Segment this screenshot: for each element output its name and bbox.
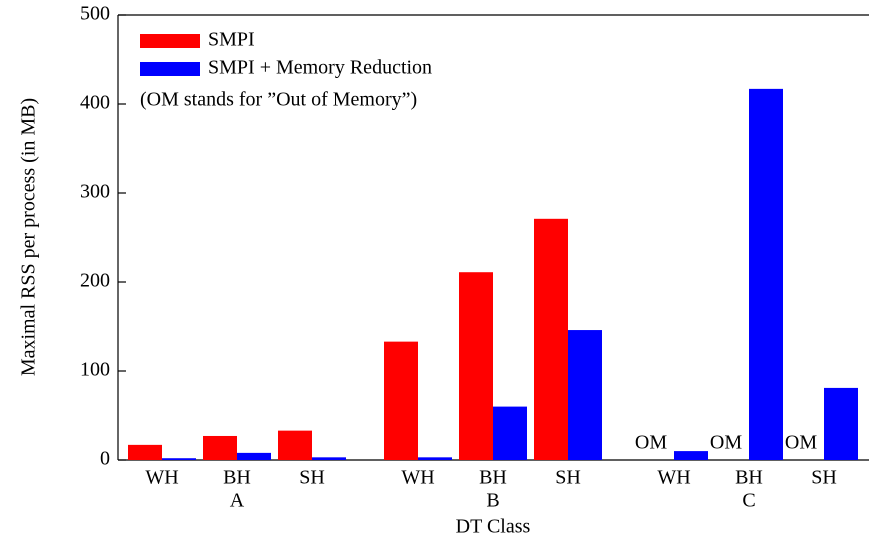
bar	[128, 444, 162, 460]
bar	[162, 458, 196, 460]
x-tick-label: WH	[145, 467, 178, 489]
x-tick-label: BH	[479, 467, 507, 489]
bar	[237, 452, 271, 460]
y-tick-label: 300	[80, 181, 110, 203]
value-label: OM	[785, 432, 817, 454]
bar	[674, 451, 708, 460]
y-tick-label: 400	[80, 92, 110, 114]
bar	[203, 435, 237, 460]
bar	[493, 406, 527, 460]
y-axis-label: Maximal RSS per process (in MB)	[18, 98, 40, 376]
x-tick-label: WH	[657, 467, 690, 489]
bar	[749, 88, 783, 461]
y-tick-label: 500	[80, 3, 110, 25]
bar	[312, 457, 346, 460]
bar	[278, 430, 312, 460]
value-label: OM	[710, 432, 742, 454]
y-tick-label: 100	[80, 359, 110, 381]
legend-swatch	[140, 34, 200, 48]
group-label: B	[486, 490, 499, 512]
x-tick-label: SH	[811, 467, 837, 489]
group-label: A	[230, 490, 245, 512]
legend-label: SMPI	[208, 29, 255, 51]
value-label: OM	[635, 432, 667, 454]
y-tick-label: 200	[80, 270, 110, 292]
x-tick-label: BH	[735, 467, 763, 489]
x-tick-label: WH	[401, 467, 434, 489]
bar	[384, 341, 418, 460]
bar	[459, 272, 493, 460]
legend-label: SMPI + Memory Reduction	[208, 57, 432, 79]
bar	[568, 330, 602, 460]
group-label: C	[742, 490, 755, 512]
bar	[824, 387, 858, 460]
x-tick-label: SH	[299, 467, 325, 489]
bar	[418, 457, 452, 460]
bar	[534, 218, 568, 460]
y-tick-label: 0	[100, 448, 110, 470]
x-tick-label: SH	[555, 467, 581, 489]
x-tick-label: BH	[223, 467, 251, 489]
note: (OM stands for ”Out of Memory”)	[140, 89, 417, 111]
x-axis-label: DT Class	[456, 516, 531, 538]
legend-swatch	[140, 62, 200, 76]
